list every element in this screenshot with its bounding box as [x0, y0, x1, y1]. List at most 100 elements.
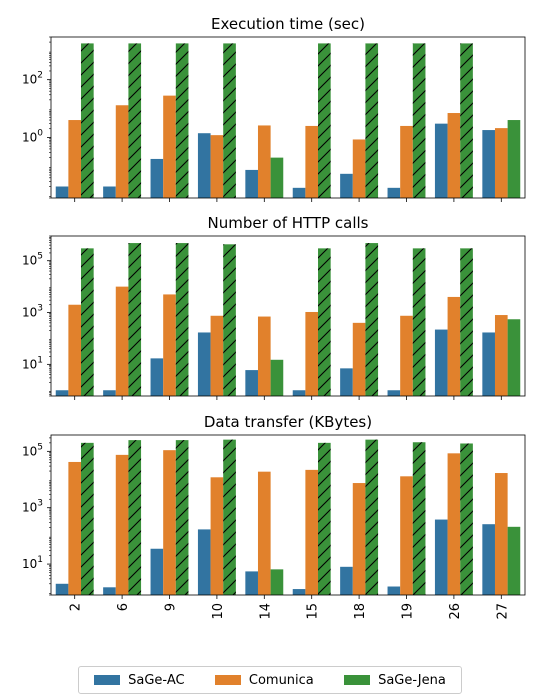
bar-sage-ac-26: [434, 519, 448, 595]
bar-sage-ac-9: [150, 548, 164, 595]
bar-hatch-sage-jena-10: [223, 43, 236, 198]
bar-sage-ac-6: [103, 390, 116, 396]
bar-comunica-27: [494, 473, 508, 595]
bar-hatch-sage-jena-15: [318, 442, 331, 595]
x-tick-label-6: 6: [116, 603, 131, 611]
bar-comunica-27: [494, 315, 508, 396]
bar-hatch-sage-jena-26: [460, 248, 473, 396]
x-tick-label-14: 14: [258, 603, 273, 620]
bar-hatch-sage-jena-18: [365, 43, 379, 198]
bar-sage-jena-27: [507, 319, 521, 396]
bar-sage-ac-9: [150, 158, 164, 198]
y-tick-label: 103: [22, 499, 43, 515]
bar-sage-ac-9: [150, 358, 164, 396]
bar-sage-ac-19: [387, 390, 401, 396]
bar-comunica-10: [210, 135, 224, 198]
bar-comunica-9: [163, 294, 176, 396]
bar-comunica-14: [257, 125, 271, 198]
bar-comunica-15: [305, 469, 319, 595]
x-tick-label-26: 26: [448, 603, 463, 620]
legend-swatch-sage-jena: [344, 675, 371, 685]
x-tick-label-18: 18: [353, 603, 368, 620]
chart-title: Number of HTTP calls: [208, 214, 369, 232]
bar-sage-ac-14: [245, 571, 258, 595]
bar-comunica-19: [400, 476, 413, 595]
bar-hatch-sage-jena-6: [128, 440, 142, 595]
legend-label-sage-ac: SaGe-AC: [128, 672, 185, 688]
chart-panel-3: Data transfer (KBytes) 101 103 105 2 6 9 10 14 15…: [22, 413, 526, 620]
x-tick-label-9: 9: [164, 603, 179, 611]
bar-comunica-15: [305, 125, 319, 198]
y-tick-label: 105: [22, 252, 43, 268]
bar-comunica-10: [210, 315, 224, 396]
bar-comunica-18: [352, 483, 366, 595]
bar-comunica-2: [68, 120, 82, 198]
bar-sage-ac-27: [482, 332, 495, 396]
bar-sage-ac-26: [434, 329, 448, 396]
plot-frame: [50, 235, 526, 397]
legend-swatch-sage-ac: [94, 675, 121, 685]
y-tick-label: 101: [22, 555, 43, 571]
chart-panel-2: Number of HTTP calls 101 103 105: [22, 214, 526, 400]
bar-comunica-26: [447, 113, 461, 198]
bar-comunica-2: [68, 461, 82, 595]
bar-sage-ac-15: [292, 589, 306, 595]
bar-hatch-sage-jena-26: [460, 443, 473, 595]
chart-title: Data transfer (KBytes): [204, 413, 372, 431]
bar-comunica-19: [400, 315, 413, 396]
bar-hatch-sage-jena-18: [365, 243, 379, 396]
bar-sage-ac-18: [340, 368, 353, 396]
bar-comunica-18: [352, 322, 366, 396]
bar-comunica-18: [352, 139, 366, 198]
legend-item-sage-ac: SaGe-AC: [94, 672, 185, 688]
bar-hatch-sage-jena-15: [318, 43, 331, 198]
bar-comunica-6: [115, 454, 129, 595]
bar-sage-jena-14: [270, 569, 284, 595]
bar-sage-ac-6: [103, 186, 116, 198]
bar-comunica-26: [447, 453, 461, 595]
bar-sage-ac-15: [292, 187, 306, 198]
bar-sage-ac-6: [103, 587, 116, 595]
bar-hatch-sage-jena-6: [128, 243, 142, 396]
legend-label-comunica: Comunica: [248, 672, 314, 688]
chart-title: Execution time (sec): [211, 15, 365, 33]
bar-sage-jena-14: [270, 157, 284, 198]
bar-sage-ac-19: [387, 187, 401, 198]
y-tick-label: 100: [22, 128, 43, 144]
bar-sage-ac-10: [197, 332, 211, 396]
bar-sage-ac-15: [292, 390, 306, 396]
x-tick-label-27: 27: [495, 603, 510, 620]
bar-comunica-10: [210, 477, 224, 595]
bar-comunica-27: [494, 128, 508, 198]
bar-sage-ac-10: [197, 133, 211, 198]
bar-comunica-6: [115, 105, 129, 198]
bar-sage-ac-27: [482, 524, 495, 595]
bar-hatch-sage-jena-9: [175, 43, 189, 198]
bar-hatch-sage-jena-18: [365, 439, 379, 595]
x-tick-label-15: 15: [306, 603, 321, 620]
bar-hatch-sage-jena-6: [128, 43, 142, 198]
y-tick-label: 103: [22, 304, 43, 320]
y-tick-label: 105: [22, 442, 43, 458]
bar-hatch-sage-jena-19: [412, 248, 426, 396]
x-tick-label-10: 10: [211, 603, 226, 620]
legend-item-comunica: Comunica: [214, 672, 314, 688]
bar-comunica-9: [163, 450, 176, 595]
bar-sage-ac-2: [55, 186, 69, 198]
bar-sage-ac-2: [55, 583, 69, 595]
bar-hatch-sage-jena-15: [318, 248, 331, 396]
bar-sage-ac-27: [482, 130, 495, 198]
y-tick-label: 101: [22, 355, 43, 371]
legend-swatch-comunica: [214, 675, 241, 685]
bar-comunica-9: [163, 95, 176, 198]
bar-comunica-26: [447, 296, 461, 396]
bar-comunica-14: [257, 316, 271, 396]
bar-hatch-sage-jena-2: [81, 442, 94, 595]
bar-hatch-sage-jena-2: [81, 248, 94, 396]
bar-sage-ac-14: [245, 169, 258, 198]
bar-sage-ac-2: [55, 390, 69, 396]
bar-sage-ac-14: [245, 370, 258, 396]
bar-hatch-sage-jena-10: [223, 439, 236, 595]
bar-comunica-19: [400, 125, 413, 198]
